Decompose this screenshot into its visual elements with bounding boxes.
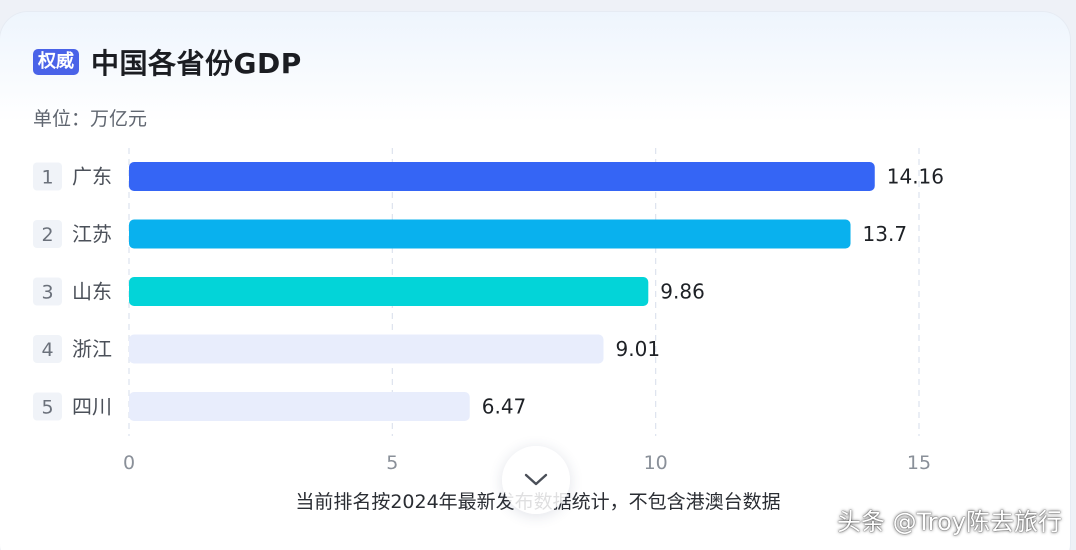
category-label: 四川	[72, 395, 112, 419]
card-title: 中国各省份GDP	[91, 47, 302, 80]
category-label: 山东	[72, 280, 112, 304]
rank-number: 5	[41, 397, 53, 419]
rank-number: 3	[41, 282, 53, 304]
expand-button[interactable]	[502, 446, 570, 514]
category-label: 广东	[72, 165, 112, 189]
bar	[129, 162, 875, 191]
rank-box	[33, 277, 62, 306]
category-label: 江苏	[72, 222, 112, 246]
rank-box	[33, 162, 62, 191]
rank-number: 1	[41, 167, 53, 189]
value-label: 9.86	[660, 280, 705, 304]
watermark: 头条 @Troy陈去旅行	[837, 508, 1062, 536]
rank-number: 4	[41, 339, 53, 361]
value-label: 6.47	[482, 395, 527, 419]
value-label: 9.01	[616, 337, 661, 361]
rank-box	[33, 335, 62, 363]
x-tick-label: 10	[644, 452, 668, 474]
bar	[129, 277, 649, 306]
bar	[129, 392, 470, 421]
value-label: 14.16	[887, 165, 944, 189]
bar	[129, 219, 851, 249]
rank-box	[33, 220, 62, 248]
x-tick-label: 0	[123, 452, 135, 474]
rank-box	[33, 392, 62, 421]
authority-badge: 权威	[33, 49, 79, 75]
card-header: 权威 中国各省份GDP	[33, 44, 302, 80]
value-label: 13.7	[863, 222, 908, 246]
x-tick-label: 5	[386, 452, 398, 474]
x-tick-label: 15	[907, 452, 931, 474]
bar	[129, 334, 604, 364]
category-label: 浙江	[72, 337, 112, 361]
unit-label: 单位：万亿元	[33, 108, 148, 130]
rank-number: 2	[41, 224, 53, 246]
chevron-down-icon	[524, 473, 548, 486]
